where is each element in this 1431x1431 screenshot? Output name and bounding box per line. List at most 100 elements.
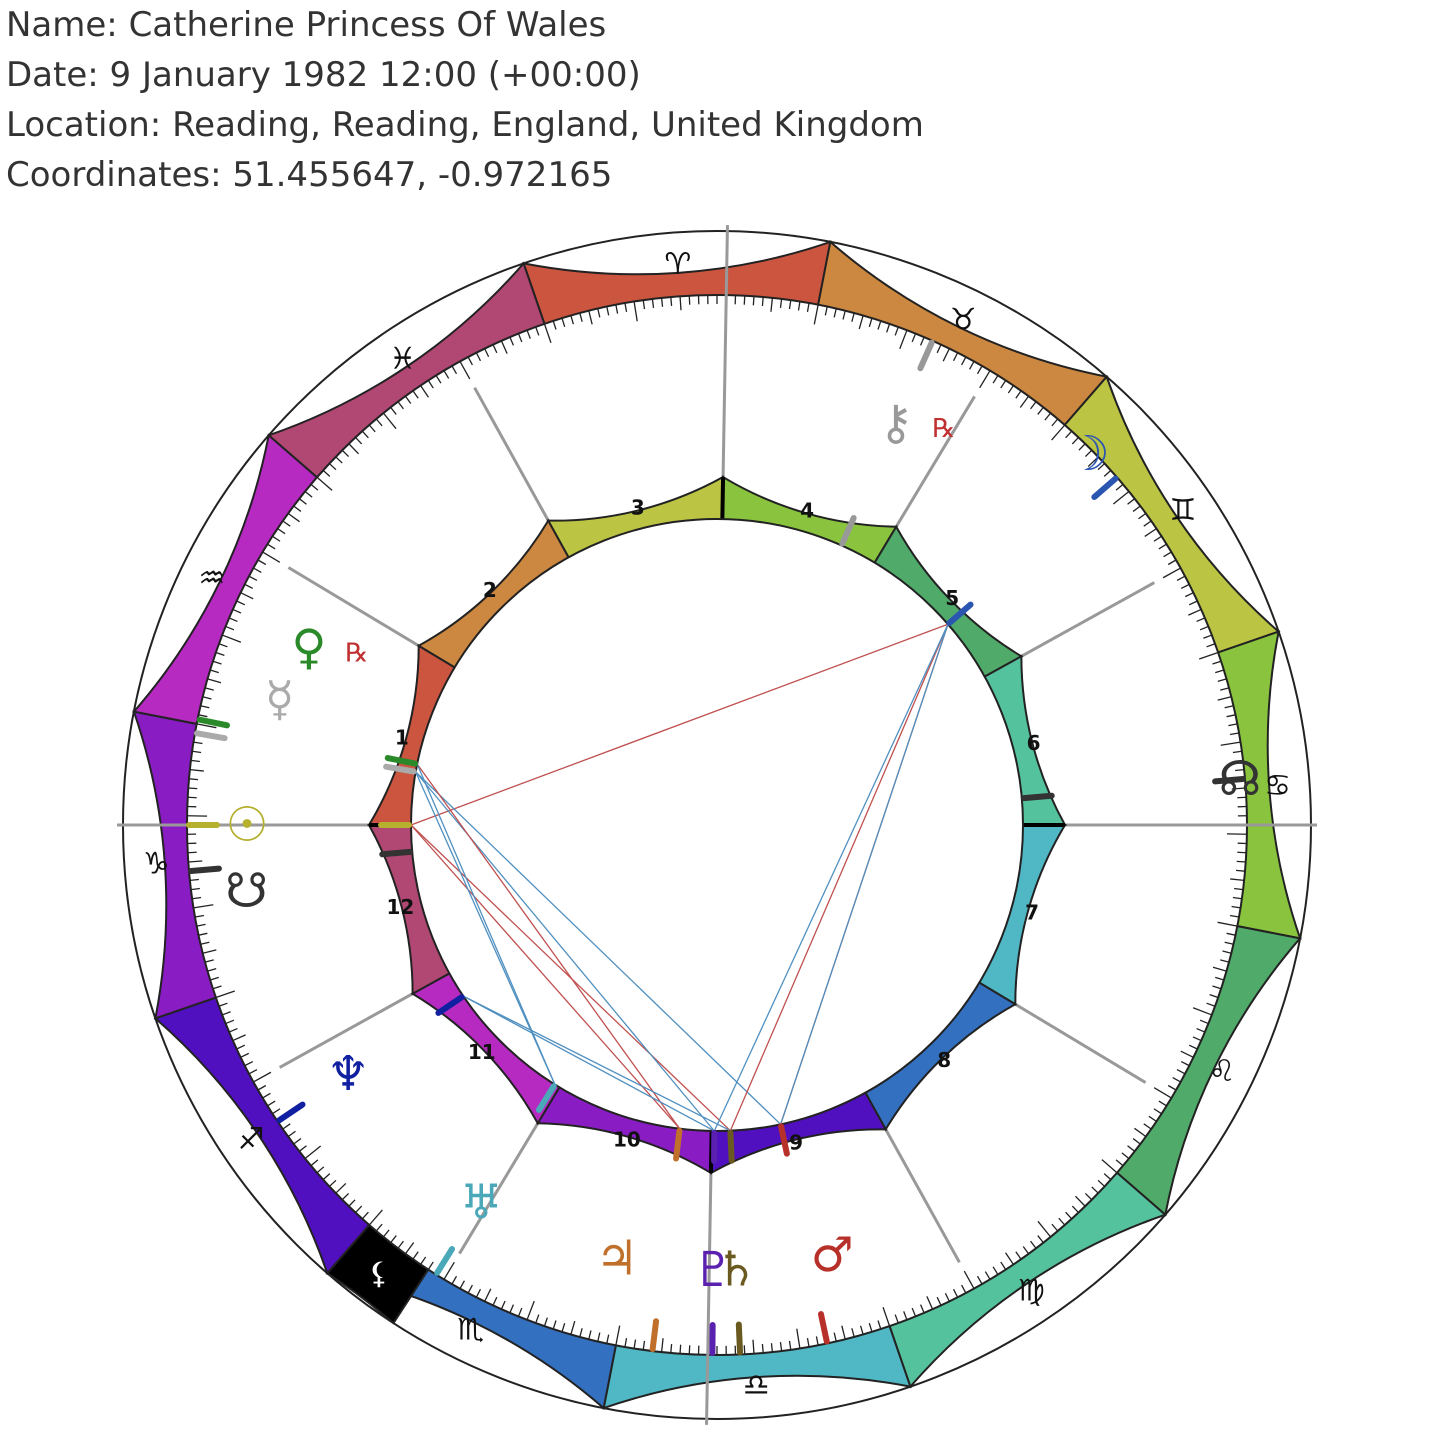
degree-tick	[382, 412, 397, 430]
degree-tick	[1234, 887, 1244, 891]
degree-tick	[561, 1323, 566, 1333]
degree-tick	[911, 1307, 917, 1317]
degree-tick	[221, 1011, 231, 1016]
degree-tick	[1158, 543, 1167, 550]
degree-tick	[209, 669, 219, 674]
degree-tick	[443, 370, 450, 379]
chiron-inner-marker	[839, 515, 857, 547]
degree-tick	[240, 1052, 250, 1058]
degree-tick	[761, 1343, 764, 1354]
degree-tick	[293, 505, 302, 512]
aspect-line	[410, 623, 949, 826]
degree-tick	[1196, 617, 1206, 623]
scorpio-sign-glyph: ♏	[457, 1313, 484, 1348]
pluto-icon: ♇	[692, 1242, 735, 1298]
planet-markers: ☉ ☽ ☿♀ ℞ ♂ ♃ ♄ ♅ ♆ ♇ ☊ ☋ ⚷ ℞	[186, 339, 1261, 1356]
degree-tick	[310, 483, 319, 491]
degree-tick	[877, 1320, 882, 1330]
house-cusp-line-5	[894, 395, 976, 528]
house-cusp-lines	[117, 225, 1317, 1425]
degree-tick	[212, 985, 222, 990]
degree-tick	[851, 312, 855, 322]
degree-tick	[651, 298, 655, 308]
degree-tick	[752, 1339, 755, 1354]
degree-tick	[1097, 463, 1106, 471]
chiron-icon: ⚷	[878, 395, 913, 451]
house-cusp-line-2	[287, 566, 420, 648]
leo-sign-glyph: ♌	[1209, 1054, 1236, 1089]
degree-tick	[420, 385, 429, 398]
degree-tick	[1148, 1115, 1157, 1122]
degree-tick	[1127, 1145, 1136, 1152]
degree-tick	[1112, 490, 1130, 505]
degree-tick	[459, 1280, 465, 1289]
degree-tick	[240, 592, 254, 600]
degree-tick	[1162, 567, 1181, 579]
degree-tick	[1196, 1027, 1206, 1033]
degree-tick	[1143, 520, 1152, 527]
degree-tick	[1231, 787, 1246, 790]
degree-tick	[679, 1344, 682, 1354]
degree-tick	[484, 348, 490, 358]
degree-tick	[1215, 976, 1225, 981]
degree-tick	[212, 660, 222, 665]
virgo-sign-glyph: ♍	[1018, 1273, 1045, 1308]
chiron-retrograde-icon: ℞	[932, 414, 955, 444]
degree-tick	[552, 320, 557, 330]
degree-tick	[1000, 380, 1007, 389]
moon-inner-marker	[946, 601, 974, 626]
degree-tick	[225, 1019, 235, 1025]
neptune-outer-marker	[276, 1101, 306, 1124]
degree-tick	[597, 308, 601, 318]
degree-tick	[1058, 1217, 1066, 1226]
degree-tick	[228, 1027, 238, 1033]
degree-tick	[322, 469, 331, 477]
degree-tick	[770, 1343, 774, 1353]
degree-tick	[262, 551, 281, 563]
degree-tick	[316, 476, 333, 491]
chart-info: Name: Catherine Princess Of Wales Date: …	[6, 0, 924, 200]
house-cusp-line-9	[884, 1128, 961, 1264]
degree-tick	[1235, 869, 1246, 872]
degree-tick	[1015, 1251, 1022, 1260]
mercury-inner-marker	[383, 763, 417, 775]
degree-tick	[597, 1332, 601, 1342]
degree-tick	[228, 617, 238, 623]
degree-tick	[1065, 430, 1073, 439]
degree-tick	[877, 320, 882, 330]
jupiter-icon: ♃	[595, 1231, 638, 1287]
degree-tick	[979, 370, 991, 389]
saturn-inner-marker	[727, 1129, 735, 1164]
degree-tick	[788, 300, 792, 310]
degree-tick	[475, 1288, 482, 1298]
degree-ticks	[187, 295, 1247, 1355]
degree-tick	[1037, 406, 1044, 415]
degree-tick	[361, 1211, 369, 1220]
degree-tick	[190, 759, 200, 763]
degree-tick	[1158, 1100, 1167, 1107]
degree-tick	[1180, 1060, 1190, 1067]
degree-tick	[868, 317, 873, 327]
degree-tick	[517, 333, 523, 343]
aspect-line	[729, 623, 949, 1131]
degree-tick	[919, 336, 925, 346]
aspect-line	[463, 995, 715, 1132]
degree-tick	[355, 1205, 363, 1214]
degree-tick	[1078, 443, 1086, 451]
degree-tick	[196, 723, 217, 729]
degree-tick	[1188, 600, 1198, 606]
house-number-2: 2	[483, 578, 497, 602]
degree-tick	[1212, 985, 1222, 990]
degree-tick	[1184, 592, 1194, 598]
house-number-9: 9	[789, 1130, 803, 1154]
degree-tick	[1138, 512, 1147, 520]
degree-tick	[1153, 1108, 1162, 1115]
degree-tick	[779, 298, 783, 308]
aspect-line	[410, 824, 681, 1130]
degree-tick	[193, 741, 203, 745]
degree-tick	[304, 1145, 322, 1160]
degree-tick	[257, 1084, 267, 1091]
name-line: Name: Catherine Princess Of Wales	[6, 5, 607, 45]
degree-tick	[188, 787, 198, 790]
